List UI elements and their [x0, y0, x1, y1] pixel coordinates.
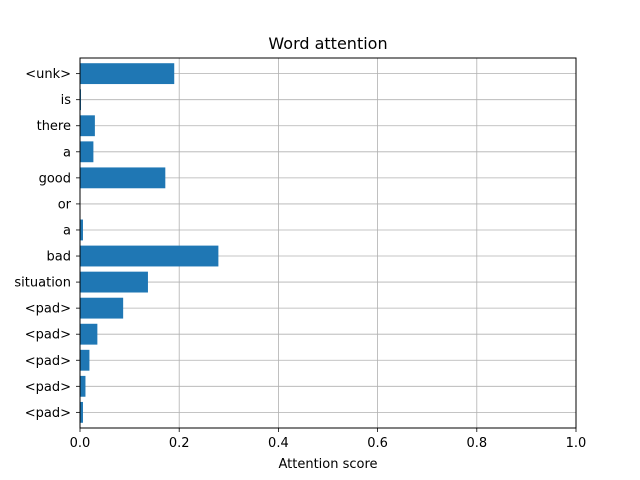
x-tick-label: 0.4 [268, 436, 289, 451]
bar [80, 167, 166, 189]
x-tick-label: 0.8 [466, 436, 487, 451]
y-tick-label: a [63, 145, 71, 160]
x-tick-label: 1.0 [566, 436, 587, 451]
bar [80, 271, 148, 293]
y-tick-label: a [63, 223, 71, 238]
y-tick-label: good [39, 171, 71, 186]
y-tick-label: there [37, 119, 71, 134]
y-tick-label: <pad> [25, 406, 71, 421]
bar [80, 401, 83, 423]
bar [80, 141, 94, 163]
y-tick-label: <unk> [25, 67, 71, 82]
bar [80, 349, 90, 371]
x-tick-label: 0.2 [169, 436, 190, 451]
bar [80, 115, 95, 137]
x-axis: 0.0 0.2 0.4 0.6 0.8 1.0 [70, 428, 587, 451]
bar [80, 245, 219, 267]
y-tick-label: situation [14, 276, 71, 291]
y-axis: <unk> is there a good or a bad situation <pad> <pa… [14, 67, 80, 421]
x-axis-label: Attention score [278, 457, 377, 472]
bars [80, 63, 219, 423]
y-tick-label: is [61, 93, 72, 108]
plot-frame [79, 57, 577, 429]
y-tick-label: or [58, 197, 72, 212]
grid [79, 58, 577, 428]
y-tick-label: bad [47, 250, 71, 265]
bar [80, 297, 124, 319]
bar [80, 63, 175, 85]
y-tick-label: <pad> [25, 354, 71, 369]
y-tick-label: <pad> [25, 328, 71, 343]
bar [80, 219, 83, 241]
chart-title: Word attention [268, 34, 387, 53]
x-tick-label: 0.0 [70, 436, 91, 451]
y-tick-label: <pad> [25, 380, 71, 395]
bar [80, 323, 98, 345]
bar [80, 375, 86, 397]
y-tick-label: <pad> [25, 302, 71, 317]
x-tick-label: 0.6 [367, 436, 388, 451]
